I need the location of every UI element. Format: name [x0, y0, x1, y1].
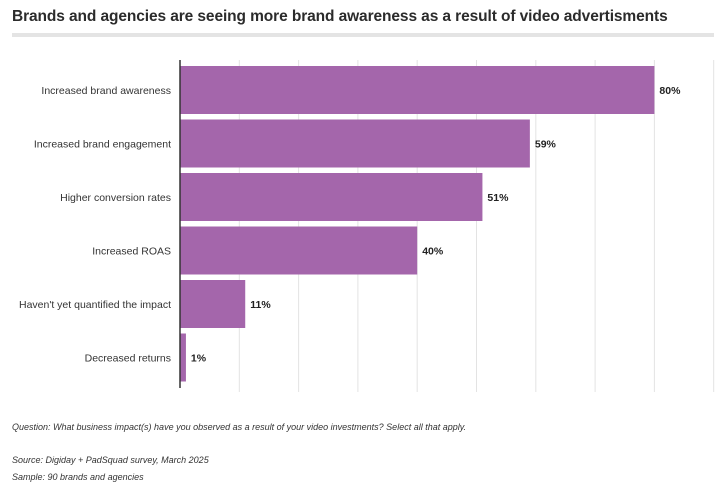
category-labels: Increased brand awareness Increased brand…: [19, 85, 171, 365]
category-label: Haven't yet quantified the impact: [19, 299, 171, 311]
value-label: 11%: [250, 299, 271, 311]
bar: [180, 173, 483, 221]
category-label: Decreased returns: [85, 353, 171, 365]
value-label: 51%: [487, 192, 509, 204]
bar: [180, 280, 246, 328]
value-labels: 80% 59% 51% 40% 11% 1%: [191, 85, 681, 365]
bar-chart: Increased brand awareness Increased brand…: [19, 60, 715, 392]
question-note: Question: What business impact(s) have y…: [12, 422, 467, 432]
title-divider: [12, 33, 714, 37]
sample-note: Sample: 90 brands and agencies: [12, 472, 144, 482]
value-label: 59%: [535, 139, 557, 151]
source-note: Source: Digiday + PadSquad survey, March…: [12, 455, 209, 465]
category-label: Increased ROAS: [92, 246, 171, 258]
gridlines: [238, 60, 715, 392]
category-label: Higher conversion rates: [60, 192, 171, 204]
chart-title: Brands and agencies are seeing more bran…: [12, 8, 668, 25]
bar: [180, 66, 655, 114]
value-label: 1%: [191, 353, 207, 365]
category-label: Increased brand awareness: [41, 85, 171, 97]
category-label: Increased brand engagement: [34, 139, 171, 151]
bars: [180, 66, 655, 382]
value-label: 40%: [422, 246, 444, 258]
value-label: 80%: [659, 85, 681, 97]
bar: [180, 226, 418, 275]
bar: [180, 333, 186, 382]
bar: [180, 119, 530, 168]
